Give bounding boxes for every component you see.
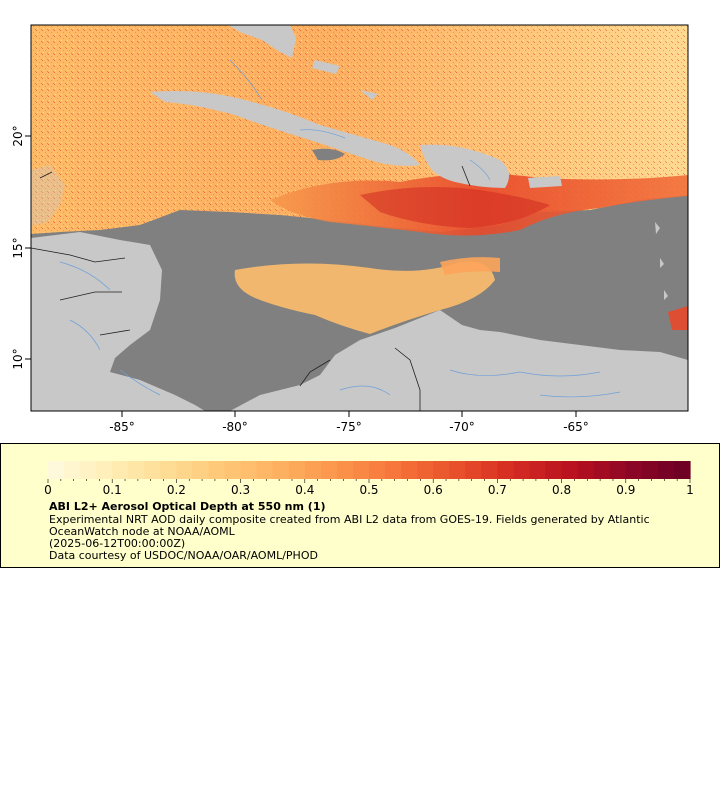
colorbar-cell <box>64 461 81 479</box>
colorbar-cell <box>304 461 322 479</box>
legend-credit: Data courtesy of USDOC/NOAA/OAR/AOML/PHO… <box>49 549 318 562</box>
colorbar-cell <box>336 461 354 479</box>
colorbar-cell <box>449 461 466 479</box>
colorbar-cell <box>176 461 194 479</box>
land-lesser-antilles <box>655 222 668 300</box>
colorbar-cell <box>657 461 675 479</box>
colorbar-cell <box>48 461 65 479</box>
colorbar-cell <box>320 461 338 479</box>
colorbar-cell <box>112 461 129 479</box>
country-borders <box>30 165 471 411</box>
legend-description-line1: Experimental NRT AOD daily composite cre… <box>49 513 650 526</box>
colorbar-cell <box>401 461 418 479</box>
colorbar-cell <box>96 461 113 479</box>
colorbar-cell <box>80 461 97 479</box>
colorbar-cell <box>609 461 627 479</box>
lat-tick-label: 10° <box>11 348 25 369</box>
lat-tick-label: 15° <box>11 237 25 258</box>
colorbar-tick-label: 0.2 <box>167 483 186 497</box>
lon-tick-label: -85° <box>109 420 135 434</box>
colorbar: 0 0.1 0.2 0.3 0.4 0.5 0.6 0.7 0.8 0.9 1 <box>44 461 694 497</box>
colorbar-cell <box>625 461 643 479</box>
land-bahamas <box>312 60 378 100</box>
lon-tick-label: -70° <box>449 420 475 434</box>
colorbar-cell <box>240 461 258 479</box>
colorbar-tick-label: 0.8 <box>552 483 571 497</box>
colorbar-tick-label: 0.5 <box>359 483 378 497</box>
colorbar-cell <box>497 461 515 479</box>
colorbar-cell <box>385 461 402 479</box>
colorbar-tick-label: 0.9 <box>616 483 635 497</box>
colorbar-cell <box>481 461 498 479</box>
colorbar-tick-label: 0.6 <box>424 483 443 497</box>
colorbar-tick-label: 1 <box>686 483 694 497</box>
land-cuba <box>150 91 420 166</box>
land-florida <box>228 25 296 58</box>
colorbar-cell <box>545 461 563 479</box>
aerosol-patch-east <box>668 306 688 330</box>
lat-tick-label: 20° <box>11 125 25 146</box>
lon-ticks: -85° -80° -75° -70° -65° <box>109 411 589 434</box>
colorbar-cell <box>417 461 434 479</box>
lat-ticks: 20° 15° 10° <box>11 125 31 370</box>
colorbar-cell <box>369 461 386 479</box>
land-south-america <box>230 310 688 411</box>
colorbar-cell <box>352 461 370 479</box>
colorbar-cells <box>48 461 691 479</box>
lon-tick-label: -75° <box>336 420 362 434</box>
map-frame <box>30 24 689 412</box>
legend-description-line2: OceanWatch node at NOAA/AOML <box>49 525 235 538</box>
colorbar-cell <box>577 461 595 479</box>
land-yucatan <box>31 165 65 226</box>
map-border <box>30 24 689 412</box>
colorbar-cell <box>641 461 659 479</box>
colorbar-cell <box>208 461 226 479</box>
aod-map: -85° -80° -75° -70° -65° 20° 15° 10° <box>11 24 689 434</box>
lon-tick-label: -80° <box>222 420 248 434</box>
land-puerto-rico <box>528 176 562 188</box>
colorbar-cell <box>593 461 611 479</box>
land-central-america <box>31 232 205 411</box>
colorbar-cell <box>529 461 547 479</box>
colorbar-tick-label: 0.1 <box>103 483 122 497</box>
aerosol-patch-south-2 <box>440 257 500 275</box>
aerosol-patch-south <box>234 261 495 334</box>
colorbar-ticks: 0 0.1 0.2 0.3 0.4 0.5 0.6 0.7 0.8 0.9 1 <box>44 479 694 497</box>
land-hispaniola <box>420 144 509 188</box>
colorbar-cell <box>673 461 691 479</box>
colorbar-cell <box>272 461 290 479</box>
legend-timestamp: (2025-06-12T00:00:00Z) <box>49 537 186 550</box>
colorbar-cell <box>465 461 482 479</box>
legend-panel: 0 0.1 0.2 0.3 0.4 0.5 0.6 0.7 0.8 0.9 1 ABI L2+ Ae… <box>0 443 720 568</box>
colorbar-cell <box>144 461 161 479</box>
colorbar-cell <box>561 461 579 479</box>
colorbar-tick-label: 0 <box>44 483 52 497</box>
colorbar-cell <box>224 461 242 479</box>
colorbar-tick-label: 0.3 <box>231 483 250 497</box>
colorbar-cell <box>433 461 450 479</box>
colorbar-tick-label: 0.7 <box>488 483 507 497</box>
colorbar-cell <box>192 461 210 479</box>
colorbar-cell <box>513 461 531 479</box>
aerosol-band-peak <box>360 186 550 228</box>
colorbar-cell <box>160 461 177 479</box>
land-jamaica <box>312 148 345 161</box>
colorbar-cell <box>256 461 274 479</box>
rivers <box>59 59 621 398</box>
legend-title: ABI L2+ Aerosol Optical Depth at 550 nm … <box>49 500 326 513</box>
colorbar-cell <box>128 461 145 479</box>
lon-tick-label: -65° <box>563 420 589 434</box>
colorbar-tick-label: 0.4 <box>295 483 314 497</box>
colorbar-cell <box>288 461 306 479</box>
legend-description: Experimental NRT AOD daily composite cre… <box>49 514 650 538</box>
